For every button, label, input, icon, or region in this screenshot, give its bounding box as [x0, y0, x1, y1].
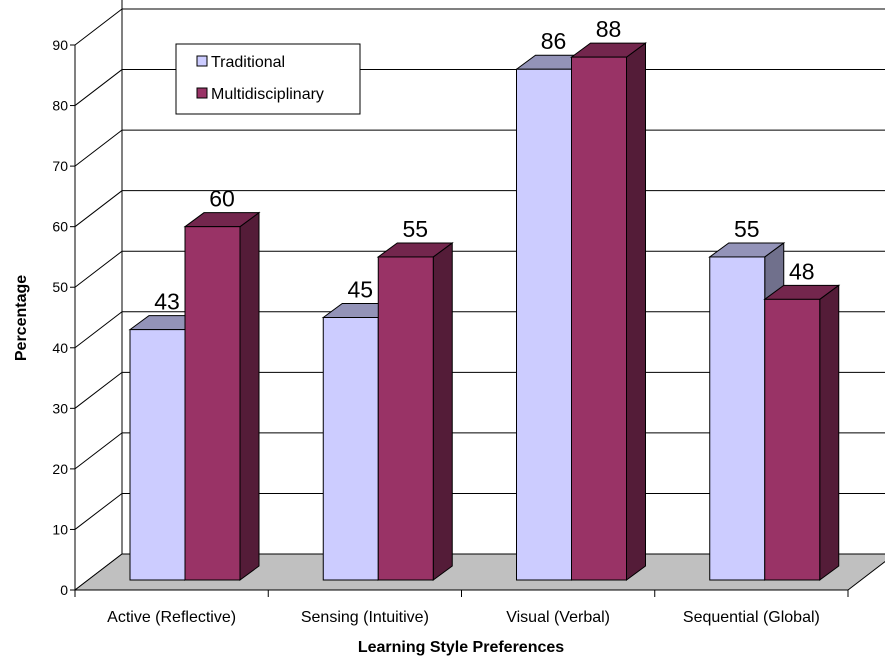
- y-tick-label: 40: [52, 340, 68, 356]
- bar-multidisciplinary-active-reflective: [183, 211, 261, 581]
- bar-front: [184, 226, 241, 581]
- legend-swatch-multidisciplinary: [196, 87, 208, 99]
- bar-front: [709, 256, 766, 581]
- data-label: 86: [541, 28, 567, 54]
- bars: [128, 42, 841, 581]
- y-tick-label: 60: [52, 219, 68, 235]
- x-axis-title: Learning Style Preferences: [358, 639, 564, 656]
- y-tick-label: 30: [52, 400, 68, 416]
- data-label: 43: [154, 289, 180, 315]
- data-label: 55: [402, 216, 428, 242]
- data-label: 88: [596, 16, 622, 42]
- chart-background: [74, 0, 123, 590]
- bar-front: [516, 68, 572, 581]
- x-tick-label: Visual (Verbal): [506, 609, 610, 626]
- y-tick-label: 0: [60, 582, 68, 598]
- x-axis: Active (Reflective) Sensing (Intuitive) Vi…: [74, 589, 849, 626]
- x-tick-label: Sensing (Intuitive): [301, 609, 429, 626]
- legend-swatch-traditional: [196, 55, 208, 67]
- bar-multidisciplinary-sensing-intuitive: [376, 241, 454, 581]
- bar-side: [819, 284, 840, 581]
- data-label: 45: [347, 277, 373, 303]
- bar-front: [377, 256, 434, 581]
- y-tick-label: 70: [52, 158, 68, 174]
- y-axis-title: Percentage: [13, 275, 30, 361]
- legend-label-multidisciplinary: Multidisciplinary: [211, 86, 324, 103]
- bar-side: [626, 42, 646, 581]
- y-tick-label: 90: [52, 37, 68, 53]
- bar-multidisciplinary-sequential-global: [763, 284, 841, 581]
- data-labels: 43 60 45 55 86 88 55 48: [154, 16, 814, 315]
- data-label: 55: [734, 216, 760, 242]
- data-label: 48: [789, 258, 815, 284]
- y-tick-label: 20: [52, 461, 68, 477]
- y-axis: 0 10 20 30 40 50 60 70 80 90: [52, 37, 75, 598]
- bar-side: [432, 241, 453, 581]
- data-label: 60: [209, 186, 235, 212]
- bar-multidisciplinary-visual-verbal: [569, 42, 648, 581]
- gridline: [74, 129, 885, 167]
- bar-side: [239, 211, 260, 581]
- x-tick-label: Active (Reflective): [107, 609, 236, 626]
- y-tick-label: 50: [52, 279, 68, 295]
- y-tick-label: 80: [52, 98, 68, 114]
- bar-front: [764, 298, 821, 581]
- y-tick-label: 10: [52, 521, 68, 537]
- legend: Traditional Multidisciplinary: [175, 43, 361, 115]
- bar-front: [322, 317, 379, 581]
- legend-label-traditional: Traditional: [211, 54, 285, 71]
- x-tick-label: Sequential (Global): [683, 609, 820, 626]
- gridline: [74, 8, 885, 46]
- bar-front: [571, 56, 627, 581]
- bar-front: [129, 329, 186, 581]
